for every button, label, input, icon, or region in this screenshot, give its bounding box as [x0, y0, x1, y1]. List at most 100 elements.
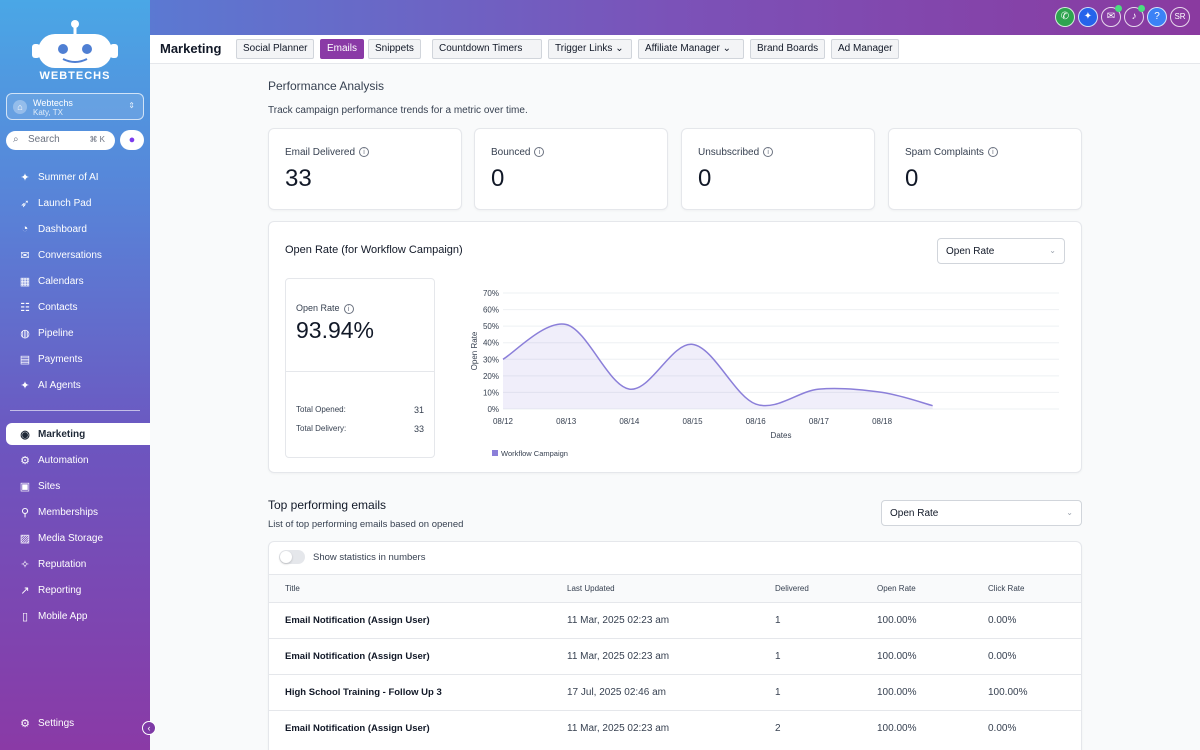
tab-social-planner[interactable]: Social Planner — [236, 39, 315, 59]
cell-title[interactable]: Email Notification (Assign User) — [269, 710, 551, 747]
user-icon[interactable]: ● — [120, 130, 144, 150]
data-point — [881, 391, 883, 393]
automation-icon: ⚙ — [20, 454, 30, 467]
tab-affiliate-manager[interactable]: Affiliate Manager ⌄ — [638, 39, 744, 59]
cell-title[interactable]: High School Training - Follow Up 3 — [269, 674, 551, 711]
cell-title[interactable]: Email Notification (Assign User) — [269, 602, 551, 639]
tab-ad-manager[interactable]: Ad Manager — [831, 39, 900, 59]
user-avatar[interactable]: SR — [1170, 7, 1190, 27]
info-icon[interactable]: i — [359, 147, 370, 158]
info-icon[interactable]: i — [343, 303, 354, 314]
data-point — [691, 343, 693, 345]
column-header-open-rate: Open Rate — [861, 574, 972, 603]
sidebar-item-ai-agents[interactable]: ✦ AI Agents — [6, 375, 150, 397]
open-rate-card-title: Open Rate (for Workflow Campaign) — [285, 244, 463, 256]
sidebar-item-label: Reporting — [38, 585, 82, 597]
sidebar-item-summer-of-ai[interactable]: ✦ Summer of AI — [6, 166, 150, 188]
cell-delivered: 2 — [759, 710, 861, 747]
cell-click-rate: 0.00% — [972, 602, 1081, 639]
y-tick-label: 30% — [483, 355, 499, 364]
brand-name: WEBTECHS — [39, 70, 111, 82]
account-switcher[interactable]: ⌂ Webtechs Katy, TX ⇕ — [6, 93, 144, 120]
tab-brand-boards[interactable]: Brand Boards — [750, 39, 826, 59]
cell-last-updated: 11 Mar, 2025 02:23 am — [551, 602, 759, 639]
info-icon[interactable]: i — [534, 147, 545, 158]
sidebar-item-label: Automation — [38, 454, 89, 466]
tab-emails[interactable]: Emails — [320, 39, 365, 59]
x-axis-label: Dates — [771, 431, 792, 440]
sidebar-item-launch-pad[interactable]: ➶ Launch Pad — [6, 192, 150, 214]
sidebar-item-label: Media Storage — [38, 532, 104, 544]
sidebar-item-calendars[interactable]: ▦ Calendars — [6, 270, 150, 292]
cell-title[interactable]: Email Notification (Assign User) — [269, 638, 551, 675]
sidebar-item-sites[interactable]: ▣ Sites — [6, 475, 150, 497]
sidebar-item-conversations[interactable]: ✉ Conversations — [6, 244, 150, 266]
search-input[interactable]: ⌕ Search ⌘ K — [6, 131, 115, 150]
sidebar-item-media-storage[interactable]: ▨ Media Storage — [6, 527, 150, 549]
cell-open-rate: 100.00% — [861, 674, 972, 711]
sidebar-item-label: Contacts — [38, 302, 78, 313]
collapse-sidebar-button[interactable]: ‹ — [142, 721, 156, 735]
table-row[interactable]: Email Notification (Assign User) 11 Mar, … — [269, 710, 1081, 747]
info-icon[interactable]: i — [987, 147, 998, 158]
sidebar-item-contacts[interactable]: ☷ Contacts — [6, 297, 150, 319]
top-emails-table-card: Show statistics in numbers Title Last Up… — [268, 541, 1082, 750]
y-tick-label: 0% — [487, 405, 499, 414]
sidebar-divider — [10, 410, 140, 411]
calendar-icon: ▦ — [19, 275, 31, 288]
sidebar-item-automation[interactable]: ⚙ Automation — [6, 449, 150, 471]
stat-value: 0 — [698, 165, 712, 192]
sidebar-item-dashboard[interactable]: ◔ Dashboard — [6, 218, 150, 240]
ai-sparkle-icon[interactable]: ✦ — [1078, 7, 1098, 27]
cell-click-rate: 0.00% — [972, 710, 1081, 747]
top-emails-sort-select[interactable]: Open Rate ⌄ — [881, 500, 1082, 526]
table-row[interactable]: Email Notification (Assign User) 11 Mar, … — [269, 602, 1081, 639]
phone-icon[interactable]: ✆ — [1055, 7, 1075, 27]
open-rate-label: Open Rate i — [296, 303, 354, 314]
sidebar: WEBTECHS ⌂ Webtechs Katy, TX ⇕ ⌕ Search … — [0, 0, 150, 750]
y-tick-label: 50% — [483, 322, 499, 331]
sidebar-item-label: Pipeline — [38, 328, 74, 340]
series-area — [503, 323, 933, 409]
show-numbers-toggle[interactable] — [279, 550, 305, 564]
total-delivery-label: Total Delivery: — [296, 424, 347, 433]
sidebar-item-settings[interactable]: ⚙ Settings — [6, 712, 150, 734]
sidebar-item-reputation[interactable]: ✧ Reputation — [6, 554, 150, 576]
info-icon[interactable]: i — [763, 147, 774, 158]
sidebar-item-reporting[interactable]: ↗ Reporting — [6, 580, 150, 602]
megaphone-icon[interactable]: ✉ — [1101, 5, 1122, 27]
tab-countdown-timers[interactable]: Countdown Timers — [432, 39, 542, 59]
sidebar-item-mobile-app[interactable]: ▯ Mobile App — [6, 606, 150, 628]
sidebar-item-label: Memberships — [38, 506, 99, 518]
sidebar-item-memberships[interactable]: ⚲ Memberships — [6, 501, 150, 523]
table-row[interactable]: Email Notification (Assign User) 11 Mar, … — [269, 638, 1081, 675]
stat-card-spam-complaints: Spam Complaints i 0 — [888, 128, 1082, 210]
sidebar-item-pipeline[interactable]: ◍ Pipeline — [6, 323, 150, 345]
open-rate-summary: Open Rate i 93.94% Total Opened: 31 Total… — [285, 278, 435, 458]
notification-dot — [1138, 5, 1145, 12]
sidebar-item-label: Launch Pad — [38, 197, 92, 209]
sidebar-item-payments[interactable]: ▤ Payments — [6, 349, 150, 371]
sidebar-item-marketing[interactable]: ◉ Marketing — [6, 423, 150, 445]
cell-delivered: 1 — [759, 674, 861, 711]
y-tick-label: 60% — [483, 306, 499, 315]
total-delivery-value: 33 — [413, 424, 424, 434]
media-icon: ▨ — [19, 532, 31, 545]
gear-icon: ⚙ — [20, 717, 30, 730]
mobile-icon: ▯ — [21, 611, 29, 624]
open-rate-chart: 0% 10% 20% 30% 40% 50% 60% 70% 08/12 08/13 08/14 08… — [470, 289, 1059, 458]
data-point — [818, 388, 820, 390]
stat-card-email-delivered: Email Delivered i 33 — [268, 128, 462, 210]
chat-icon: ✉ — [20, 249, 30, 262]
chevron-updown-icon: ⇕ — [128, 101, 135, 110]
tab-snippets[interactable]: Snippets — [368, 39, 421, 59]
legend-label: Workflow Campaign — [501, 449, 568, 458]
tab-trigger-links[interactable]: Trigger Links ⌄ — [548, 39, 632, 59]
cell-open-rate: 100.00% — [861, 638, 972, 675]
bell-icon[interactable]: ♪ — [1124, 5, 1145, 27]
table-row[interactable]: High School Training - Follow Up 3 17 Jul… — [269, 674, 1081, 711]
notification-dot — [1115, 5, 1122, 12]
help-icon[interactable]: ? — [1147, 7, 1167, 27]
open-rate-metric-select[interactable]: Open Rate ⌄ — [937, 238, 1065, 264]
page-title: Marketing — [160, 41, 222, 56]
